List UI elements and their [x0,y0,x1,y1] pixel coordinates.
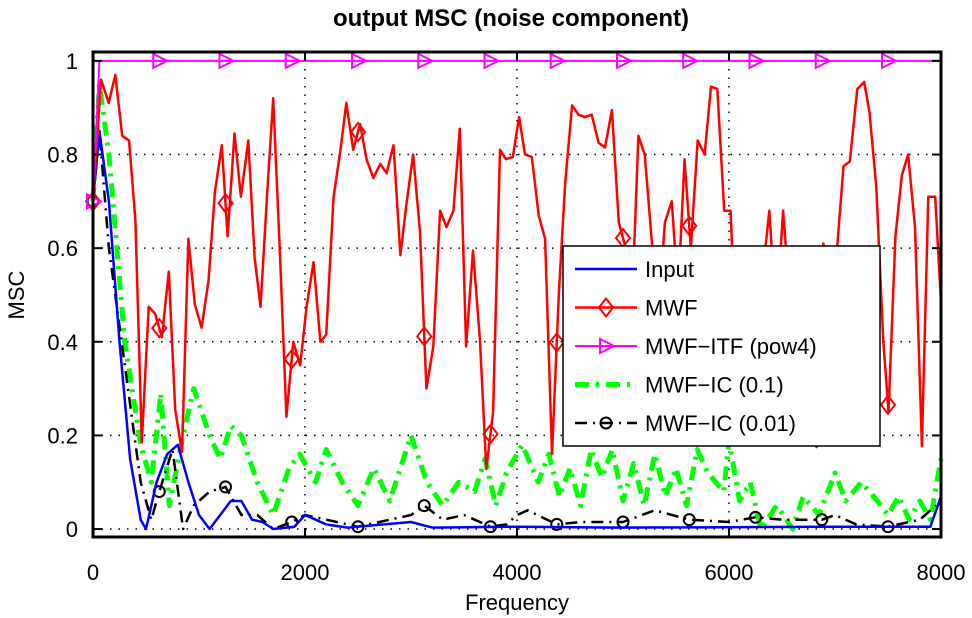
series-line-mwf-ic-0-01 [91,129,942,531]
legend-marker-mwf [597,296,615,319]
series-marker-mwf-itf-pow4 [881,52,899,70]
series-marker-mwf-ic-0-01 [417,499,431,513]
legend-label: Input [645,257,694,282]
series-marker-mwf [349,121,367,143]
series-marker-mwf-itf-pow4 [417,52,435,70]
ticks: 0 2000 4000 6000 8000 0 0.2 0.4 0.6 0.8 1 [47,49,965,585]
series-marker-mwf-ic-0-01 [815,513,829,527]
x-tick-label: 0 [87,560,99,585]
x-tick-label: 4000 [493,560,542,585]
series-marker-mwf [415,325,433,347]
chart-title: output MSC (noise component) [333,5,689,32]
series-marker-mwf-ic-0-01 [219,480,232,494]
y-axis-label: MSC [4,270,29,319]
x-axis-label: Frequency [465,590,569,615]
y-tick-label: 0.2 [47,423,78,448]
series-marker-mwf-itf-pow4 [218,52,236,70]
x-tick-label: 8000 [917,560,966,585]
y-tick-label: 1 [66,49,78,74]
y-tick-label: 0.8 [47,143,78,168]
series-line-input [91,129,943,531]
y-tick-label: 0.4 [47,330,78,355]
series-marker-mwf [283,348,301,370]
legend-label: MWF−ITF (pow4) [645,334,817,359]
legend-label: MWF−IC (0.01) [645,411,796,436]
series-marker-mwf-itf-pow4 [351,52,369,70]
series-marker-mwf-ic-0-01 [749,510,762,524]
y-tick-label: 0 [66,517,78,542]
legend-marker-mwf-ic-0-01 [599,416,613,430]
series-marker-mwf-itf-pow4 [483,52,501,70]
series-marker-mwf-itf-pow4 [549,52,567,70]
series-marker-mwf-itf-pow4 [748,52,766,70]
series-marker-mwf [680,215,698,237]
series-marker-mwf-itf-pow4 [814,52,832,70]
legend-label: MWF−IC (0.1) [645,373,784,398]
series-marker-mwf-ic-0-01 [682,513,696,527]
legend: Input MWF MWF−ITF (pow4) MWF−IC (0.1) MWF−IC… [562,245,881,447]
series-marker-mwf [879,394,897,416]
series-marker-mwf-itf-pow4 [152,52,170,70]
legend-label: MWF [645,296,698,321]
series-marker-mwf-itf-pow4 [682,52,700,70]
series-marker-mwf [217,192,234,214]
series-marker-mwf [482,423,499,445]
series-marker-mwf-itf-pow4 [284,52,302,70]
y-tick-label: 0.6 [47,236,78,261]
legend-marker-mwf-itf-pow4 [599,337,617,355]
series-line-mwf-ic-0-1 [90,81,944,532]
series-marker-mwf [150,317,168,339]
x-tick-label: 6000 [705,560,754,585]
x-tick-label: 2000 [281,560,330,585]
series-marker-mwf-ic-0-01 [550,517,564,531]
series-marker-mwf-itf-pow4 [616,52,634,70]
series-marker-mwf [548,331,566,353]
